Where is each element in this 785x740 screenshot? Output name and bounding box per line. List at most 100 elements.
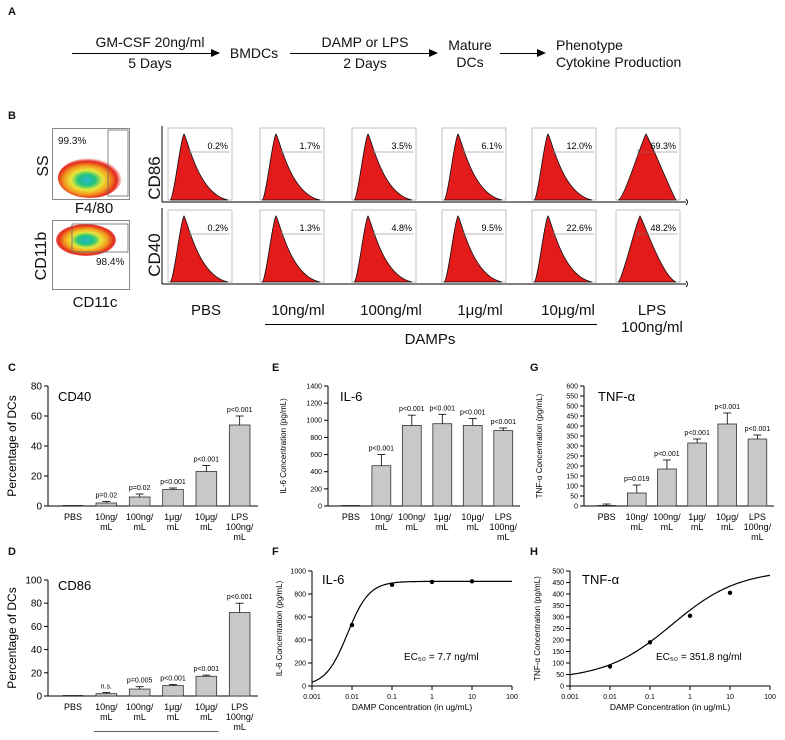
y-tick-label: 1400 [306,383,322,390]
hist-pct-label: 1.3% [299,223,320,233]
hist-pct-label: 12.0% [566,141,592,151]
data-point [607,664,613,669]
hist-pct-label: 9.5% [481,223,502,233]
bar [228,424,251,507]
y-tick-label: 200 [310,486,322,493]
cond-lps: LPS [637,302,667,319]
category-label: PBS [598,512,616,522]
p-value-label: p=0.02 [129,485,151,492]
gate-top-xlabel: F4/80 [74,200,114,217]
chart-title: TNF-α [582,572,620,587]
p-value-label: p<0.001 [460,410,486,417]
category-label: 100ng/ [398,512,426,522]
category-label: mL [233,532,246,540]
cond-1ug: 1μg/ml [457,302,503,319]
y-tick-label: 0 [302,684,306,691]
step1-top-label: GM-CSF 20ng/ml [95,34,205,50]
category-label: PBS [64,512,82,522]
p-value-label: p<0.001 [430,405,456,412]
hist-row-arrowhead [685,198,688,206]
y-tick-label: 450 [566,413,578,420]
gate-top-pct: 99.3% [58,136,87,147]
category-label: mL [467,522,480,532]
y-tick-label: 150 [566,473,578,480]
p-value-label: p<0.001 [194,666,220,673]
panel-label-g: G [530,362,539,374]
y-tick-label: 350 [566,433,578,440]
bar [162,685,184,697]
bar [432,423,453,507]
hist-peak [261,215,321,283]
y-tick-label: 200 [294,661,306,668]
chart-c-cd40: 0 20 40 60 80 Percentage of DCs CD40 PBS p=0.02 1… [5,382,258,540]
y-tick-label: 20 [31,668,43,679]
y-tick-label: 250 [552,626,564,633]
y-tick-label: 200 [566,463,578,470]
panel-label-d: D [8,546,16,558]
bar [95,693,118,697]
y-tick-label: 300 [552,615,564,622]
p-value-label: p<0.001 [160,675,186,682]
step1-bottom-label: 5 Days [128,55,172,71]
y-tick-label: 1000 [306,418,322,425]
hist-peak [443,133,503,201]
x-tick-label: 100 [764,694,776,701]
category-label: mL [497,532,510,540]
category-label: PBS [342,512,360,522]
y-tick-label: 150 [552,649,564,656]
x-tick-label: 1 [430,694,434,701]
x-tick-label: 0.001 [303,694,321,701]
y-tick-label: 500 [566,403,578,410]
category-label: LPS [231,702,248,712]
fit-curve [311,580,512,683]
category-label: 100ng/ [126,702,154,712]
p-value-label: p<0.001 [227,407,253,414]
y-tick-label: 80 [31,599,43,610]
y-tick-label: 450 [552,580,564,587]
out-line2: Cytokine Production [556,54,682,70]
x-tick-label: 10 [468,694,476,701]
bar [717,423,738,507]
y-tick-label: 400 [552,592,564,599]
gate-bottom-ylabel: CD11b [33,231,50,281]
category-label: LPS [495,512,512,522]
chart-title: IL-6 [340,389,362,404]
data-point [349,622,355,628]
node-bmdcs: BMDCs [229,45,279,61]
category-label: mL [721,522,734,532]
bar [462,425,483,507]
y-tick-label: 40 [31,645,43,656]
category-label: mL [631,522,644,532]
hist-pct-label: 3.5% [391,141,412,151]
category-label: 100ng/ [226,712,254,722]
hist-pct-label: 0.2% [207,141,228,151]
y-tick-label: 1000 [290,569,306,576]
p-value-label: p<0.001 [399,406,425,413]
gate-bottom-xlabel: CD11c [72,294,118,311]
category-label: 1μg/ [688,512,706,522]
y-tick-label: 40 [31,442,43,453]
bar [195,471,218,507]
hist-pct-label: 22.6% [566,223,592,233]
category-label: mL [167,522,180,532]
y-tick-label: 50 [570,493,578,500]
hist-pct-label: 1.7% [299,141,320,151]
y-tick-label: 400 [566,423,578,430]
y-tick-label: 0 [560,684,564,691]
y-tick-label: 200 [552,638,564,645]
panel-label-a: A [8,6,16,18]
gate-plot-cd11c [52,220,130,290]
arrow-2 [290,48,438,57]
bar [493,430,514,507]
x-tick-label: 0.01 [603,694,617,701]
category-label: 10μg/ [195,512,218,522]
y-tick-label: 600 [310,452,322,459]
hist-pct-label: 0.2% [207,223,228,233]
x-tick-label: 1 [688,694,692,701]
bar [128,496,151,507]
bar [228,612,251,697]
y-tick-label: 800 [294,592,306,599]
category-label: mL [406,522,419,532]
gate-top-ylabel: SS [35,155,52,177]
p-value-label: p<0.001 [490,419,516,426]
